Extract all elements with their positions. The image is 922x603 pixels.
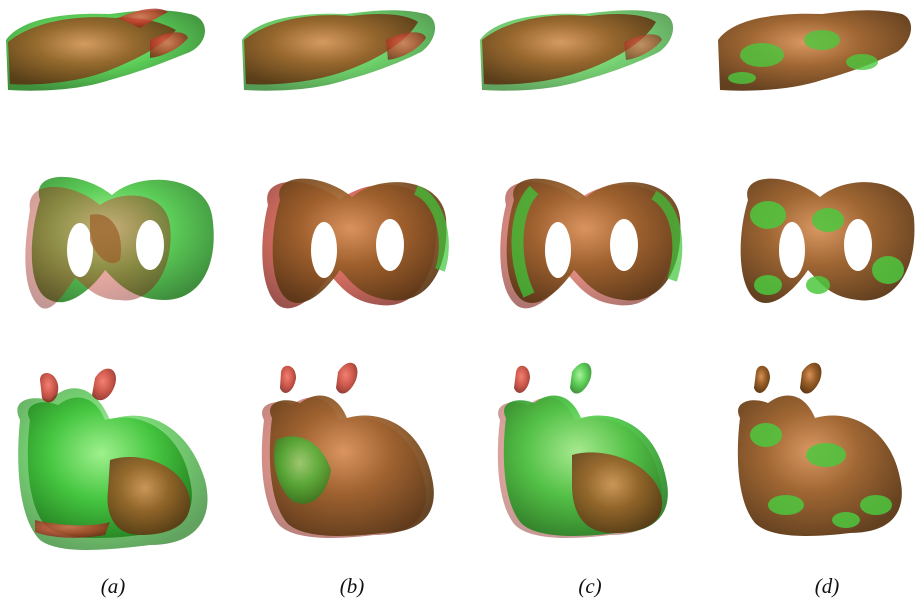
torus-a [25, 176, 214, 309]
bunny-c [497, 362, 668, 538]
hand-d [718, 10, 912, 91]
torus-b [262, 178, 449, 309]
hand-b [242, 10, 436, 91]
caption-c: (c) [578, 574, 602, 598]
hand-a [6, 8, 205, 91]
bunny-a [17, 368, 208, 550]
bunny-d [737, 362, 902, 536]
caption-d: (d) [814, 574, 840, 598]
bunny-b [261, 362, 434, 538]
torus-c [500, 178, 683, 309]
caption-b: (b) [339, 574, 365, 598]
hand-c [480, 10, 674, 91]
torus-d [740, 178, 915, 303]
caption-a: (a) [100, 574, 126, 598]
